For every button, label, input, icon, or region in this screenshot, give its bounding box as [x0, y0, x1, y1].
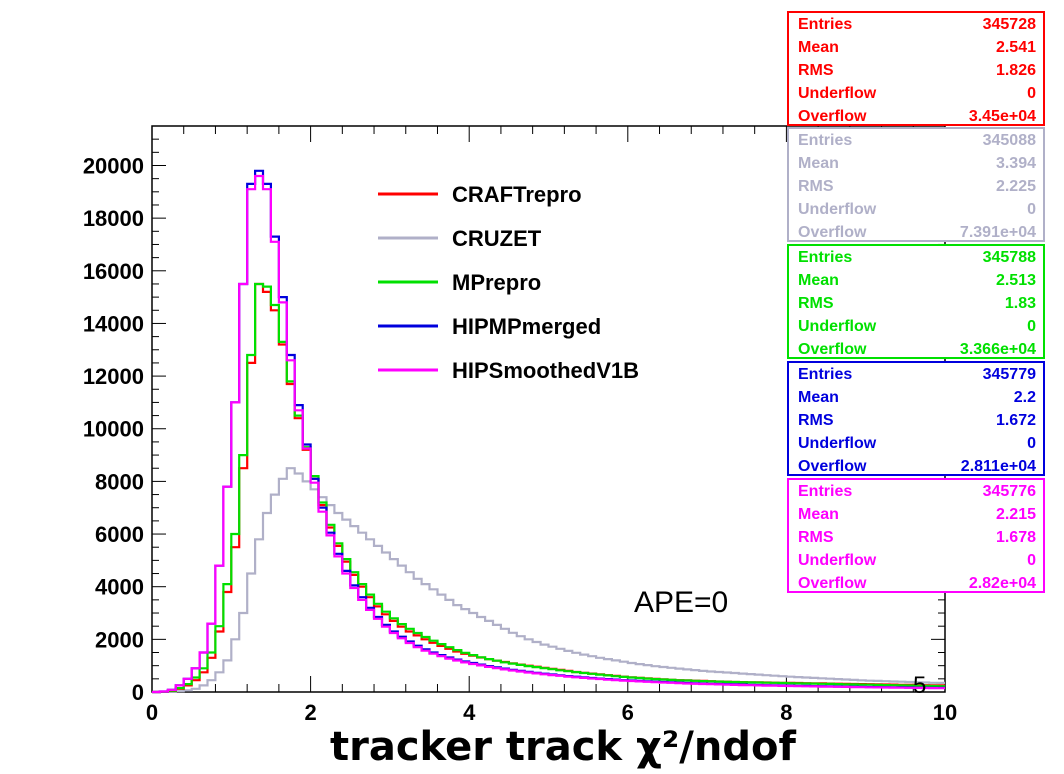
stats-box-frame	[787, 244, 1045, 359]
stats-label: Entries	[798, 132, 852, 149]
stats-value: 2.215	[996, 506, 1036, 523]
series-CRUZET	[152, 467, 945, 694]
x-tick-label: 0	[146, 700, 158, 725]
stats-label: Entries	[798, 249, 852, 266]
y-tick-label: 16000	[83, 259, 144, 284]
stats-label: Overflow	[798, 108, 867, 125]
stats-label: RMS	[798, 295, 834, 312]
stats-value: 345088	[983, 132, 1036, 149]
stats-label: RMS	[798, 412, 834, 429]
stats-value: 7.391e+04	[960, 224, 1036, 241]
stats-box: Entries 345776 Mean 2.215 RMS 1.678 Underflow 0…	[787, 478, 1045, 593]
corner-label: 5	[913, 672, 926, 699]
stats-box-frame	[787, 361, 1045, 476]
stats-label: Overflow	[798, 458, 867, 475]
stats-value: 2.2	[1014, 389, 1036, 406]
y-tick-label: 20000	[83, 153, 144, 178]
stats-box-frame	[787, 11, 1045, 126]
stats-value: 0	[1027, 552, 1036, 569]
y-tick-label: 8000	[95, 469, 144, 494]
legend-label: CRUZET	[452, 226, 542, 251]
stats-label: Overflow	[798, 575, 867, 592]
legend-label: MPrepro	[452, 270, 541, 295]
stats-box-frame	[787, 127, 1045, 242]
x-tick-label: 8	[780, 700, 792, 725]
stats-value: 345788	[983, 249, 1036, 266]
stats-label: Overflow	[798, 224, 867, 241]
ape-annotation: APE=0	[634, 586, 728, 619]
stats-box: Entries 345088 Mean 3.394 RMS 2.225 Underflow 0…	[787, 127, 1045, 242]
stats-box: Entries 345788 Mean 2.513 RMS 1.83 Underflow 0 O…	[787, 244, 1045, 359]
stats-value: 345728	[983, 16, 1036, 33]
y-tick-label: 2000	[95, 627, 144, 652]
y-tick-label: 6000	[95, 522, 144, 547]
stats-value: 2.82e+04	[969, 575, 1036, 592]
series-HIPSmoothedV1B	[152, 174, 945, 694]
stats-value: 0	[1027, 85, 1036, 102]
stats-label: RMS	[798, 62, 834, 79]
stats-label: Overflow	[798, 341, 867, 358]
stats-value: 1.672	[996, 412, 1036, 429]
stats-value: 2.811e+04	[961, 458, 1036, 475]
y-tick-label: 14000	[83, 311, 144, 336]
y-tick-label: 10000	[83, 417, 144, 442]
y-tick-label: 0	[132, 680, 144, 705]
stats-box: Entries 345779 Mean 2.2 RMS 1.672 Underflow 0 Ov…	[787, 361, 1045, 476]
stats-label: Underflow	[798, 435, 877, 452]
stats-value: 2.225	[996, 178, 1036, 195]
stats-label: Mean	[798, 39, 839, 56]
stats-label: Mean	[798, 155, 839, 172]
stats-value: 3.394	[996, 155, 1036, 172]
x-tick-label: 10	[933, 700, 957, 725]
stats-value: 345779	[983, 366, 1036, 383]
x-tick-label: 6	[622, 700, 634, 725]
x-axis-title: tracker track χ²/ndof	[330, 724, 796, 770]
x-tick-label: 2	[304, 700, 316, 725]
stats-value: 2.541	[996, 39, 1036, 56]
stats-value: 345776	[983, 483, 1036, 500]
stats-value: 3.366e+04	[960, 341, 1036, 358]
stats-label: Underflow	[798, 201, 877, 218]
legend-label: HIPMPmerged	[452, 314, 601, 339]
stats-label: RMS	[798, 178, 834, 195]
y-tick-label: 18000	[83, 206, 144, 231]
x-tick-label: 4	[463, 700, 476, 725]
stats-box-frame	[787, 478, 1045, 593]
stats-label: RMS	[798, 529, 834, 546]
stats-value: 0	[1027, 318, 1036, 335]
stats-value: 1.678	[996, 529, 1036, 546]
y-tick-label: 4000	[95, 575, 144, 600]
stats-value: 0	[1027, 201, 1036, 218]
legend-label: CRAFTrepro	[452, 182, 582, 207]
stats-label: Mean	[798, 506, 839, 523]
stats-label: Entries	[798, 16, 852, 33]
stats-label: Underflow	[798, 318, 877, 335]
legend-label: HIPSmoothedV1B	[452, 358, 639, 383]
stats-label: Underflow	[798, 85, 877, 102]
y-tick-label: 12000	[83, 364, 144, 389]
stats-box: Entries 345728 Mean 2.541 RMS 1.826 Underflow 0…	[787, 11, 1045, 126]
stats-value: 1.826	[996, 62, 1036, 79]
stats-label: Underflow	[798, 552, 877, 569]
stats-value: 0	[1027, 435, 1036, 452]
stats-label: Mean	[798, 389, 839, 406]
stats-value: 3.45e+04	[969, 108, 1036, 125]
stats-label: Entries	[798, 483, 852, 500]
stats-label: Entries	[798, 366, 852, 383]
stats-value: 1.83	[1005, 295, 1036, 312]
stats-value: 2.513	[996, 272, 1036, 289]
stats-label: Mean	[798, 272, 839, 289]
